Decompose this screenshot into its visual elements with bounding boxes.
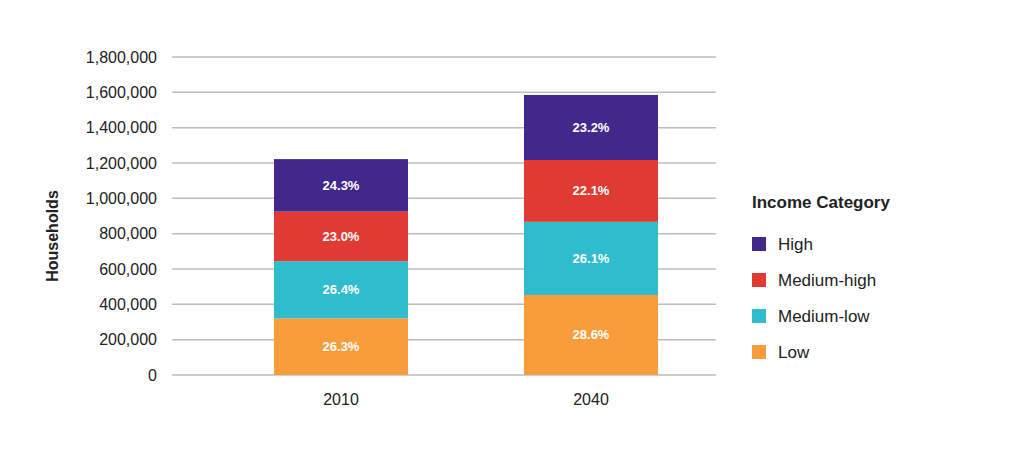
bar-segment [274,318,408,375]
data-label: 26.3% [323,339,360,354]
bars [274,95,658,375]
legend: Income Category High Medium-high Medium-low… [752,193,890,362]
legend-swatch [752,345,766,359]
y-tick-label: 1,000,000 [86,190,157,207]
y-tick-label: 1,800,000 [86,49,157,66]
y-tick-label: 800,000 [99,225,157,242]
y-tick-label: 1,600,000 [86,84,157,101]
data-label: 24.3% [323,178,360,193]
data-label: 22.1% [573,183,610,198]
chart: 0 200,000 400,000 600,000 800,000 1,000,000 1,… [0,0,1020,459]
legend-swatch [752,309,766,323]
legend-title: Income Category [752,193,890,212]
bar-segment [524,160,658,222]
y-tick-label: 400,000 [99,296,157,313]
bar-segment [524,95,658,160]
y-axis: 0 200,000 400,000 600,000 800,000 1,000,000 1,… [86,49,716,384]
y-tick-label: 0 [148,367,157,384]
x-tick-label: 2010 [323,391,359,408]
legend-label: Low [778,343,810,362]
legend-label: High [778,235,813,254]
bar-segment [524,222,658,295]
legend-label: Medium-low [778,307,870,326]
bar-segment [274,261,408,318]
bar-segment [274,159,408,211]
data-label: 26.1% [573,251,610,266]
legend-swatch [752,273,766,287]
bar-segment [524,295,658,375]
bar-segment [274,212,408,262]
grid-line [172,56,716,58]
legend-swatch [752,237,766,251]
data-labels: 26.3% 28.6% 26.4% 26.1% 23.0% 22.1% 24.3% 23.2% [323,120,610,354]
data-label: 23.2% [573,120,610,135]
grid-line [172,92,716,94]
y-tick-label: 1,400,000 [86,119,157,136]
data-label: 26.4% [323,282,360,297]
y-tick-label: 600,000 [99,261,157,278]
y-tick-label: 200,000 [99,331,157,348]
legend-label: Medium-high [778,271,876,290]
y-tick-label: 1,200,000 [86,155,157,172]
x-tick-label: 2040 [573,391,609,408]
data-label: 28.6% [573,327,610,342]
y-axis-title: Households [44,190,61,282]
data-label: 23.0% [323,229,360,244]
